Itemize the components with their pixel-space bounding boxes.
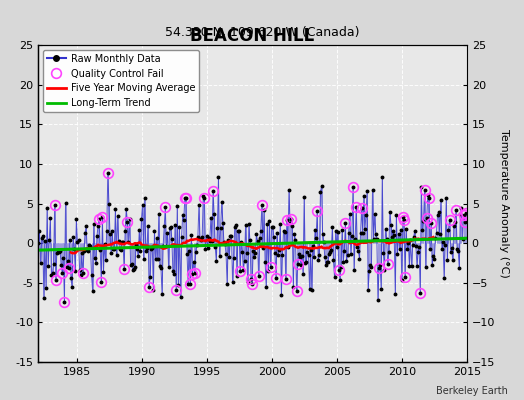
- Y-axis label: Temperature Anomaly (°C): Temperature Anomaly (°C): [499, 129, 509, 278]
- Title: BEACON HILL: BEACON HILL: [190, 27, 314, 45]
- Legend: Raw Monthly Data, Quality Control Fail, Five Year Moving Average, Long-Term Tren: Raw Monthly Data, Quality Control Fail, …: [43, 50, 199, 112]
- Text: Berkeley Earth: Berkeley Earth: [436, 386, 508, 396]
- Text: 54.330 N, 109.620 W (Canada): 54.330 N, 109.620 W (Canada): [165, 26, 359, 39]
